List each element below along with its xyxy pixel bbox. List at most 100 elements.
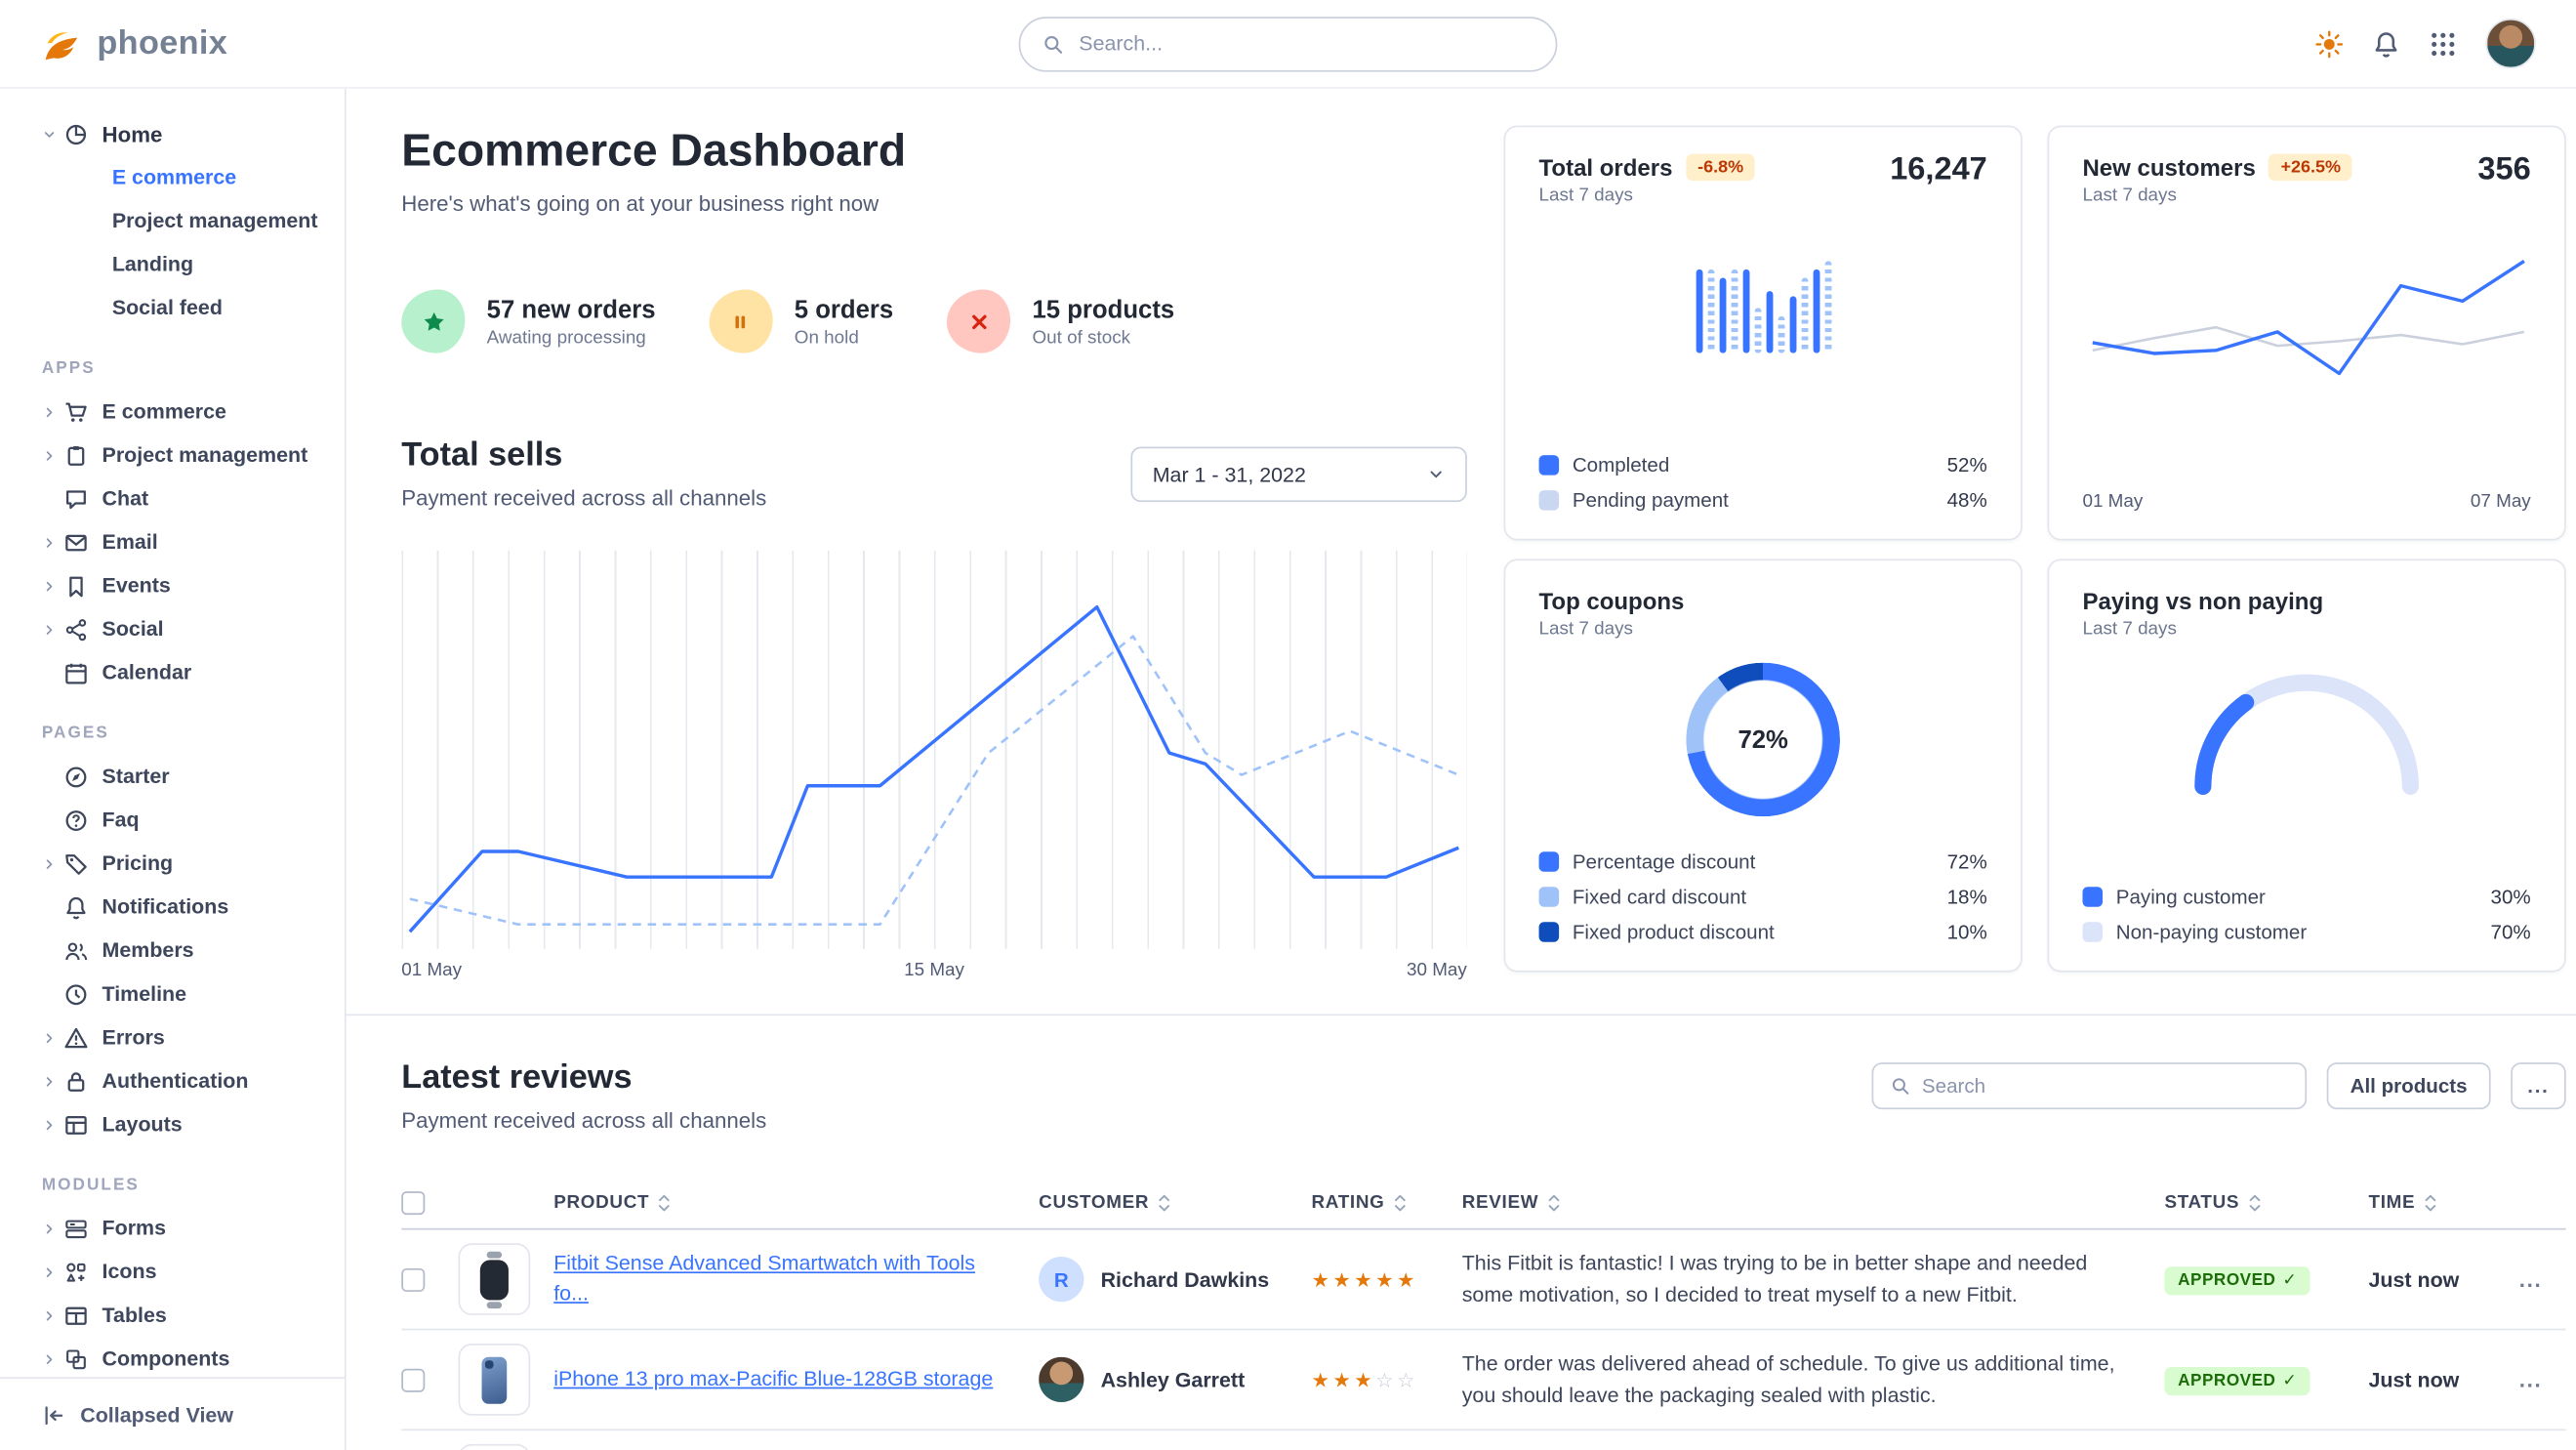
sidebar-item-tables[interactable]: Tables	[0, 1294, 345, 1338]
notifications-button[interactable]	[2372, 29, 2400, 58]
product-link[interactable]: iPhone 13 pro max-Pacific Blue-128GB sto…	[553, 1366, 994, 1390]
review-row: iPhone 13 pro max-Pacific Blue-128GB sto…	[401, 1330, 2566, 1431]
sidebar-item-landing[interactable]: Landing	[111, 252, 194, 276]
all-products-filter-button[interactable]: All products	[2326, 1062, 2491, 1110]
caret-right-icon	[42, 403, 63, 420]
sidebar-item-errors[interactable]: Errors	[0, 1015, 345, 1059]
select-all-checkbox[interactable]	[401, 1190, 426, 1215]
sidebar-item-label: Pricing	[102, 851, 174, 876]
sidebar-item-forms[interactable]: Forms	[0, 1207, 345, 1251]
caret-spacer	[42, 768, 63, 785]
sidebar-item-layouts[interactable]: Layouts	[0, 1102, 345, 1146]
row-menu-button[interactable]: ...	[2518, 1367, 2543, 1392]
apps-grid-button[interactable]	[2429, 29, 2457, 58]
iphone-thumbnail	[481, 1355, 508, 1403]
search-icon	[1043, 32, 1064, 54]
theme-toggle-button[interactable]	[2315, 29, 2344, 58]
x-tick: 01 May	[401, 960, 463, 981]
sidebar-item-home[interactable]: Home	[0, 112, 345, 156]
sidebar-item-e-commerce-dashboard[interactable]: E commerce	[111, 165, 237, 189]
column-header-customer[interactable]: CUSTOMER	[1039, 1192, 1311, 1213]
product-image[interactable]	[458, 1443, 531, 1450]
order-bar	[1706, 269, 1714, 353]
chat-icon	[63, 486, 89, 512]
product-image[interactable]	[458, 1344, 531, 1416]
caret-spacer	[42, 942, 63, 959]
order-bar	[1765, 291, 1773, 353]
product-link[interactable]: Fitbit Sense Advanced Smartwatch with To…	[553, 1251, 976, 1305]
sidebar-item-notifications[interactable]: Notifications	[0, 886, 345, 930]
customer-name: Richard Dawkins	[1100, 1267, 1270, 1292]
search-input[interactable]	[1079, 31, 1534, 56]
column-header-time[interactable]: TIME	[2369, 1192, 2519, 1213]
legend-value: 18%	[1946, 885, 1987, 909]
sidebar-item-members[interactable]: Members	[0, 929, 345, 973]
x-tick: 07 May	[2470, 491, 2531, 513]
sidebar-item-starter[interactable]: Starter	[0, 755, 345, 799]
column-header-status[interactable]: STATUS	[2164, 1192, 2368, 1213]
sidebar-item-components[interactable]: Components	[0, 1337, 345, 1381]
reviews-more-button[interactable]: ...	[2511, 1062, 2566, 1110]
global-search[interactable]	[1018, 16, 1558, 71]
row-checkbox[interactable]	[401, 1367, 426, 1391]
smartwatch-thumbnail	[479, 1250, 509, 1308]
sidebar-item-faq[interactable]: Faq	[0, 798, 345, 842]
pie-chart-icon	[63, 121, 89, 146]
sidebar-item-authentication[interactable]: Authentication	[0, 1059, 345, 1103]
sidebar-item-app-ecommerce[interactable]: E commerce	[0, 390, 345, 434]
collapse-sidebar-button[interactable]: Collapsed View	[0, 1377, 346, 1450]
trend-badge: -6.8%	[1686, 153, 1756, 182]
trend-badge: +26.5%	[2269, 153, 2353, 182]
latest-reviews-title: Latest reviews	[401, 1058, 633, 1097]
date-range-select[interactable]: Mar 1 - 31, 2022	[1130, 446, 1467, 503]
rating-stars: ★★★☆☆	[1311, 1367, 1418, 1391]
reviews-search[interactable]	[1871, 1062, 2308, 1110]
sidebar-item-project-management-dashboard[interactable]: Project management	[111, 209, 318, 233]
total-sells-chart	[401, 550, 1467, 949]
product-image[interactable]	[458, 1243, 531, 1315]
card-period: Last 7 days	[2082, 186, 2177, 206]
legend-row: Fixed card discount 18%	[1538, 885, 1987, 909]
sidebar-item-calendar[interactable]: Calendar	[0, 651, 345, 695]
chevron-down-icon	[1427, 465, 1446, 483]
caret-down-icon	[42, 126, 63, 143]
column-header-product[interactable]: PRODUCT	[553, 1192, 1039, 1213]
user-avatar[interactable]	[2485, 18, 2536, 69]
sidebar-item-social[interactable]: Social	[0, 607, 345, 651]
sidebar-item-chat[interactable]: Chat	[0, 476, 345, 520]
sidebar-item-social-feed[interactable]: Social feed	[111, 296, 223, 320]
sidebar-item-pricing[interactable]: Pricing	[0, 842, 345, 886]
main-content: Ecommerce Dashboard Here's what's going …	[346, 88, 2576, 1450]
tag-icon	[63, 850, 89, 876]
sidebar-item-label: Starter	[102, 765, 170, 789]
reviews-table-header: PRODUCT CUSTOMER RATING REVIEW STATUS TI…	[401, 1177, 2566, 1230]
sort-icon	[2422, 1192, 2438, 1213]
sidebar-item-icons[interactable]: Icons	[0, 1250, 345, 1294]
legend-value: 70%	[2490, 920, 2531, 944]
order-bar	[1741, 269, 1749, 353]
column-header-review[interactable]: REVIEW	[1462, 1192, 2165, 1213]
calendar-icon	[63, 660, 89, 685]
legend-label: Paying customer	[2115, 885, 2266, 909]
reviews-search-input[interactable]	[1921, 1074, 2289, 1098]
sidebar-item-label: Social	[102, 617, 164, 642]
sidebar-item-events[interactable]: Events	[0, 563, 345, 607]
order-bar	[1753, 308, 1761, 353]
sidebar-item-app-project-management[interactable]: Project management	[0, 434, 345, 477]
row-menu-button[interactable]: ...	[2518, 1266, 2543, 1292]
row-checkbox[interactable]	[401, 1267, 426, 1292]
nine-dots-grid-icon	[2429, 29, 2457, 58]
collapse-icon	[42, 1403, 65, 1427]
column-header-rating[interactable]: RATING	[1311, 1192, 1461, 1213]
sidebar-item-email[interactable]: Email	[0, 520, 345, 564]
card-period: Last 7 days	[2082, 619, 2177, 640]
orders-bar-chart	[1539, 229, 1987, 353]
status-badge: APPROVED ✓	[2164, 1367, 2310, 1396]
stat-caption: On hold	[794, 327, 859, 348]
caret-right-icon	[42, 1220, 63, 1236]
search-icon	[1890, 1076, 1910, 1097]
compass-icon	[63, 764, 89, 789]
legend-label: Completed	[1572, 453, 1670, 477]
brand-logo[interactable]: phoenix	[40, 21, 227, 65]
sidebar-item-timeline[interactable]: Timeline	[0, 973, 345, 1016]
